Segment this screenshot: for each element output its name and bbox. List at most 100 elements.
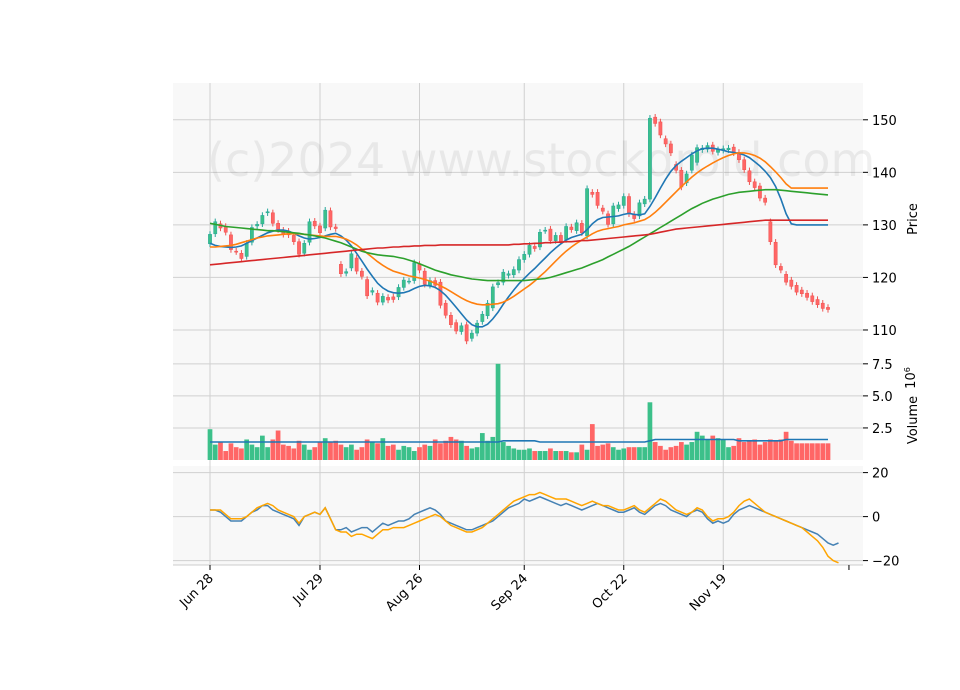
volume-bar [464,445,469,460]
volume-bar [396,449,401,460]
volume-bar [705,439,710,460]
volume-bar [563,451,569,460]
candle-body [606,213,610,225]
volume-bar [260,435,265,460]
volume-panel [207,363,831,460]
candle-body [627,196,631,215]
volume-bar [296,440,302,460]
volume-bar [527,448,532,460]
candle-body [501,271,506,283]
candle-body [396,287,401,298]
volume-bar [584,449,590,460]
volume-bar [642,447,648,460]
candle-body [469,332,474,339]
volume-bar [741,442,747,460]
volume-bar [244,439,250,460]
volume-bar [474,447,480,460]
candle-body [726,147,731,150]
volume-bar [663,449,669,460]
volume-bar [375,443,380,460]
candle-body [768,221,773,242]
candle-body [789,279,794,287]
volume-bar [694,431,700,460]
volume-bar [710,435,716,460]
volume-bar [291,448,297,460]
price-tick-label: 110 [872,324,897,339]
candle-body [260,215,265,225]
candle-body [407,280,411,283]
volume-bar [333,440,339,460]
candle-body [747,170,752,183]
candle-body [328,210,333,228]
candle-body [784,274,788,283]
volume-bar [574,452,579,460]
candle-body [244,243,249,257]
volume-bar [338,444,344,460]
volume-bar [328,442,333,460]
candle-body [548,228,553,241]
candle-body [234,250,239,253]
volume-bar [647,402,653,460]
price-tick-label: 150 [872,114,897,129]
candle-body [553,235,558,241]
candle-body [815,299,820,306]
candle-body [490,286,495,309]
candle-body [648,117,652,200]
candle-body [689,154,694,171]
candle-body [559,235,563,242]
volume-bar [343,447,349,460]
candle-body [386,297,390,301]
candle-body [705,145,710,150]
candle-body [344,271,349,274]
candle-body [826,307,830,310]
volume-bar [815,443,820,460]
volume-bar [773,440,778,460]
candle-body [401,279,406,288]
volume-bar [673,445,679,460]
volume-bar [678,442,684,460]
volume-bar [432,439,438,460]
volume-bar [349,444,354,460]
volume-bar [521,449,527,460]
volume-bar [516,449,522,460]
candle-body [454,322,459,332]
moving-average-line [209,219,828,266]
volume-bar [312,447,318,460]
volume-bar [532,451,538,460]
candle-body [758,185,762,199]
volume-bar [500,442,506,460]
volume-bar [469,448,475,460]
volume-bar [354,449,360,460]
volume-bar [652,442,658,460]
candle-body [522,254,527,260]
volume-bar [736,438,742,460]
candle-body [485,302,490,317]
watermark: (c)2024 www.stockdroid.com [207,133,875,187]
candle-body [778,266,783,271]
volume-bar [768,439,773,460]
candle-body [333,226,338,229]
candle-body [773,241,778,266]
moving-average-line [209,188,829,282]
volume-bar [752,439,758,460]
volume-bar [684,444,689,460]
volume-bar [286,445,291,460]
candle-body [318,225,322,234]
volume-bar [485,440,490,460]
candle-body [417,264,422,271]
volume-bar [731,445,737,460]
volume-bar [794,443,799,460]
volume-bar [479,433,485,460]
candle-body [375,292,380,303]
candle-body [517,259,521,271]
candle-body [590,192,595,195]
volume-bar [804,443,810,460]
candle-body [229,234,233,250]
candle-body [585,188,589,237]
volume-bar [600,444,606,460]
grid-lines [173,83,863,565]
candle-body [270,212,275,224]
candle-body [653,116,658,124]
candle-body [496,282,500,286]
candle-body [438,281,443,306]
